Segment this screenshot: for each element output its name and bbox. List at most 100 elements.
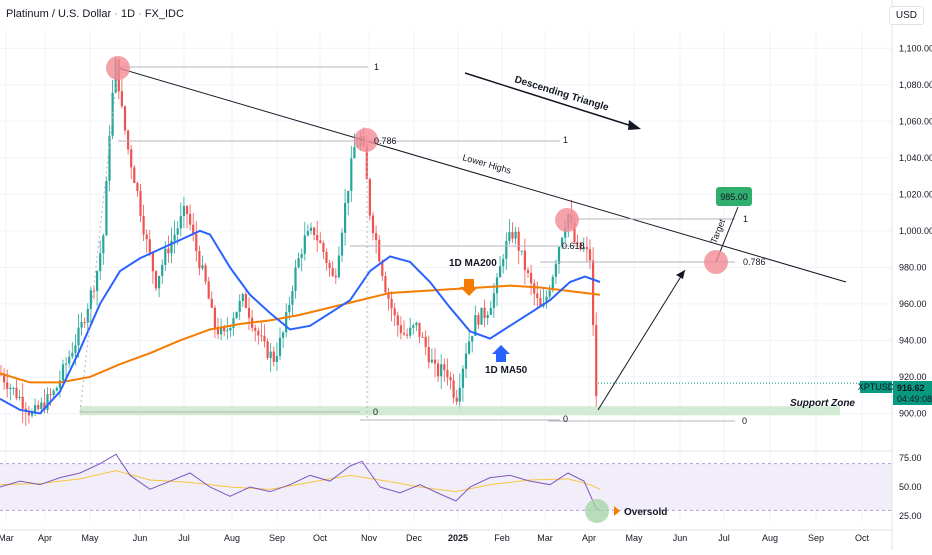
candle-body bbox=[316, 235, 319, 241]
candle-body bbox=[350, 158, 353, 191]
candle-body bbox=[412, 325, 415, 328]
candle-body bbox=[18, 396, 21, 399]
candle-body bbox=[443, 364, 446, 371]
y-tick-label: 1,000.00 bbox=[899, 226, 932, 236]
x-tick-label: Jul bbox=[178, 533, 190, 543]
candle-body bbox=[176, 228, 179, 235]
x-tick-label: Mar bbox=[0, 533, 14, 543]
x-tick-label: Aug bbox=[762, 533, 778, 543]
candle-body bbox=[77, 327, 80, 346]
oversold-arrow-icon bbox=[614, 506, 620, 516]
candle-body bbox=[80, 322, 83, 328]
chart-header: Platinum / U.S. Dollar · 1D · FX_IDC bbox=[6, 8, 184, 20]
candle-body bbox=[406, 334, 409, 336]
candle-body bbox=[92, 290, 96, 292]
candle-body bbox=[102, 235, 105, 254]
candle-body bbox=[390, 298, 393, 309]
candle-body bbox=[285, 312, 288, 333]
candle-body bbox=[418, 322, 421, 337]
current-price-text: 916.62 bbox=[897, 383, 925, 393]
candle-body bbox=[474, 315, 477, 336]
candle-body bbox=[520, 250, 523, 252]
highlight-circle bbox=[555, 208, 579, 232]
candle-body bbox=[266, 341, 269, 359]
candle-body bbox=[192, 224, 195, 235]
candle-body bbox=[272, 351, 275, 362]
timeframe[interactable]: 1D bbox=[120, 8, 136, 20]
candle-body bbox=[89, 290, 92, 309]
candle-body bbox=[247, 307, 251, 318]
candle-body bbox=[139, 190, 142, 216]
candle-body bbox=[291, 291, 294, 305]
candle-body bbox=[111, 92, 114, 136]
x-tick-label: Sep bbox=[808, 533, 824, 543]
candle-body bbox=[399, 325, 402, 334]
oversold-label: Oversold bbox=[624, 507, 667, 518]
candle-body bbox=[334, 275, 337, 278]
candle-body bbox=[275, 355, 278, 362]
symbol-tag-text: XPTUSD bbox=[858, 382, 895, 392]
candle-body bbox=[384, 276, 387, 293]
candle-body bbox=[99, 253, 102, 272]
candle-body bbox=[495, 277, 499, 294]
candle-body bbox=[21, 396, 24, 409]
candle-body bbox=[579, 242, 582, 250]
candle-body bbox=[154, 271, 158, 289]
candle-body bbox=[331, 268, 334, 276]
y-tick-label: 1,060.00 bbox=[899, 116, 932, 126]
y-tick-label: 1,020.00 bbox=[899, 189, 932, 199]
candle-body bbox=[480, 307, 483, 325]
candle-body bbox=[108, 135, 111, 181]
candle-body bbox=[505, 240, 508, 259]
fib2-one-label: 1 bbox=[563, 135, 568, 145]
candle-body bbox=[123, 106, 127, 131]
candle-body bbox=[573, 222, 576, 243]
target-price-tag bbox=[716, 187, 752, 206]
x-tick-label: Sep bbox=[269, 533, 285, 543]
candle-body bbox=[185, 206, 189, 214]
candle-body bbox=[325, 252, 328, 264]
rsi-line bbox=[0, 453, 601, 511]
ma200-label: 1D MA200 bbox=[449, 258, 497, 269]
candle-body bbox=[306, 230, 309, 236]
x-tick-label: Oct bbox=[855, 533, 870, 543]
candle-body bbox=[328, 263, 331, 269]
projection-arrowhead bbox=[676, 270, 685, 279]
candle-body bbox=[514, 231, 517, 239]
candle-body bbox=[517, 231, 520, 251]
candle-body bbox=[523, 250, 526, 271]
candle-body bbox=[430, 359, 433, 363]
candle-body bbox=[68, 356, 71, 364]
lower-highs-trendline bbox=[117, 67, 847, 283]
instrument-name: Platinum / U.S. Dollar bbox=[6, 8, 112, 20]
candle-body bbox=[167, 248, 170, 254]
candle-body bbox=[437, 363, 440, 377]
candle-body bbox=[145, 234, 148, 240]
fib2-0618-label: 0.618 bbox=[562, 241, 585, 251]
candle-body bbox=[449, 377, 452, 381]
candle-body bbox=[58, 380, 61, 388]
support-zone-band bbox=[80, 406, 840, 416]
candle-body bbox=[260, 335, 263, 337]
candle-body bbox=[34, 405, 37, 413]
candle-body bbox=[6, 382, 9, 389]
candle-body bbox=[151, 252, 154, 272]
support-zone-label: Support Zone bbox=[790, 398, 855, 409]
candle-body bbox=[130, 149, 133, 168]
candle-body bbox=[201, 265, 204, 269]
candle-body bbox=[40, 402, 43, 409]
fib3-0786-label: 0.786 bbox=[743, 257, 766, 267]
y-tick-label: 960.00 bbox=[899, 299, 927, 309]
candle-body bbox=[278, 337, 282, 356]
candle-body bbox=[257, 330, 260, 336]
zero-b-label: 0 bbox=[563, 414, 568, 424]
candle-body bbox=[461, 368, 464, 388]
currency-button[interactable]: USD bbox=[888, 6, 924, 25]
candle-body bbox=[297, 258, 300, 268]
candle-body bbox=[486, 314, 489, 319]
candle-body bbox=[582, 247, 585, 250]
candle-body bbox=[539, 298, 542, 307]
rsi-ma-line bbox=[0, 470, 601, 493]
oversold-circle bbox=[585, 499, 609, 523]
